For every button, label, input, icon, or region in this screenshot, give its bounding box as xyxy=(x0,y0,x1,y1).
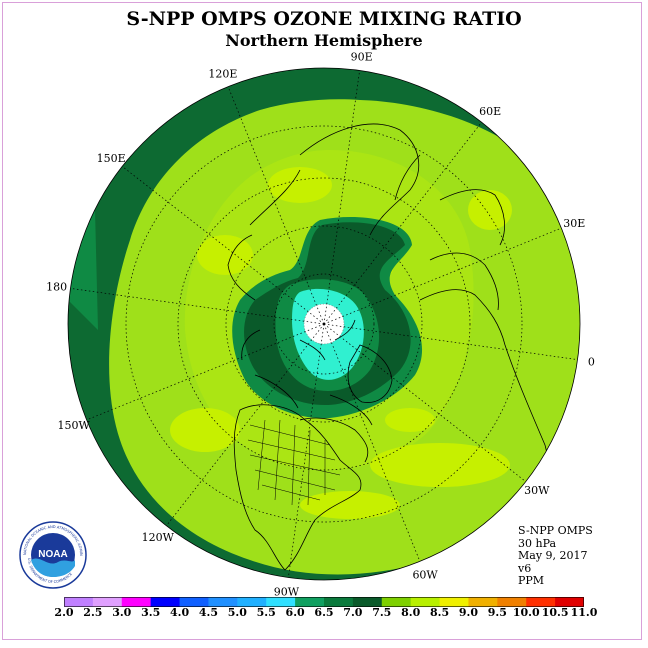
info-date: May 9, 2017 xyxy=(518,549,588,562)
meridian--180 xyxy=(70,288,325,325)
ozone-patch-2 xyxy=(197,235,253,275)
longitude-label-11: 120E xyxy=(208,68,237,81)
colorbar-label-16: 10.0 xyxy=(512,606,540,619)
figure-frame xyxy=(2,2,642,640)
meridian--150 xyxy=(86,323,325,421)
info-instrument: S-NPP OMPS xyxy=(518,524,593,537)
us-state-boundaries xyxy=(247,419,341,506)
colorbar-label-1: 2.5 xyxy=(83,606,103,619)
colorbar-swatch-16 xyxy=(526,597,556,607)
colorbar-label-12: 8.0 xyxy=(401,606,421,619)
info-version: v6 xyxy=(518,561,532,575)
colorbar-label-11: 7.5 xyxy=(372,606,392,619)
colorbar-label-17: 10.5 xyxy=(541,606,569,619)
map-title: S-NPP OMPS OZONE MIXING RATIO xyxy=(126,8,522,30)
ozone-edge-band xyxy=(68,210,98,330)
colorbar-swatch-0 xyxy=(64,597,94,607)
meridian-150 xyxy=(122,166,325,325)
colorbar-outline xyxy=(64,597,584,607)
meridian-60 xyxy=(323,122,482,325)
meridian--30 xyxy=(323,323,526,482)
colorbar-label-4: 4.0 xyxy=(169,606,190,619)
map-disk-outline xyxy=(67,67,581,581)
colorbar-swatch-9 xyxy=(324,597,354,607)
longitude-labels: 90E 60E 30E 0 30W 60W 90W 120W 150W 180 150E 120E xyxy=(46,51,595,599)
pole-stipple xyxy=(303,303,345,345)
longitude-label-10: 150E xyxy=(97,152,126,165)
ozone-patch-6 xyxy=(300,491,400,519)
colorbar-swatch-2 xyxy=(121,597,152,607)
longitude-label-0: 90E xyxy=(351,51,373,64)
longitude-label-7: 120W xyxy=(142,531,175,544)
colorbar-label-2: 3.0 xyxy=(112,606,132,619)
longitude-label-6: 90W xyxy=(274,585,300,598)
colorbar-swatch-5 xyxy=(208,597,238,607)
meridian--60 xyxy=(323,323,421,562)
colorbar-swatch-8 xyxy=(295,597,325,607)
longitude-label-2: 30E xyxy=(563,217,585,230)
ozone-patch-5 xyxy=(370,443,510,487)
colorbar-label-3: 3.5 xyxy=(141,606,161,619)
colorbar-swatch-6 xyxy=(237,597,267,607)
meridian-120 xyxy=(227,86,325,325)
meridian-30 xyxy=(323,227,562,325)
longitude-label-4: 30W xyxy=(524,484,550,497)
noaa-logo-text: NOAA xyxy=(38,549,67,560)
colorbar-label-8: 6.0 xyxy=(285,606,305,619)
colorbar-label-15: 9.5 xyxy=(487,606,507,619)
colorbar-label-5: 4.5 xyxy=(198,606,219,619)
noaa-logo-wave xyxy=(31,558,75,577)
colorbar-swatch-10 xyxy=(352,597,383,607)
colorbar-swatch-1 xyxy=(92,597,123,607)
colorbar-label-0: 2.0 xyxy=(54,606,74,619)
info-level: 30 hPa xyxy=(518,536,557,550)
meridian-lines xyxy=(70,70,578,578)
ozone-patch-3 xyxy=(170,408,240,452)
colorbar-swatch-13 xyxy=(439,597,469,607)
noaa-logo: NOAA NATIONAL OCEANIC AND ATMOSPHERIC AD… xyxy=(18,520,87,589)
ozone-patch-4 xyxy=(385,408,435,432)
longitude-label-8: 150W xyxy=(58,419,91,432)
colorbar-label-9: 6.5 xyxy=(314,606,334,619)
meridian-0 xyxy=(323,323,578,360)
meridian--120 xyxy=(166,323,325,526)
colorbar-swatch-17 xyxy=(555,597,584,607)
colorbar xyxy=(64,597,584,607)
colorbar-label-10: 7.0 xyxy=(343,606,363,619)
colorbar-labels: 2.0 2.5 3.0 3.5 4.0 4.5 5.0 5.5 6.0 6.5 7.0 7.5 8.0 8… xyxy=(0,606,648,622)
coastlines xyxy=(227,123,549,571)
colorbar-swatch-3 xyxy=(150,597,181,607)
longitude-label-9: 180 xyxy=(46,280,67,293)
info-block: S-NPP OMPS 30 hPa May 9, 2017 v6 PPM xyxy=(518,524,593,588)
latitude-circles xyxy=(125,125,523,523)
map-subtitle: Northern Hemisphere xyxy=(225,31,423,50)
colorbar-swatch-14 xyxy=(468,597,498,607)
colorbar-swatch-4 xyxy=(179,597,209,607)
colorbar-swatch-11 xyxy=(381,597,412,607)
info-units: PPM xyxy=(518,574,545,587)
colorbar-swatch-12 xyxy=(410,597,441,607)
ozone-patch-7 xyxy=(468,190,512,230)
meridian--90 xyxy=(288,323,325,578)
longitude-label-5: 60W xyxy=(412,568,438,581)
meridian-90 xyxy=(323,70,360,325)
colorbar-label-7: 5.5 xyxy=(256,606,276,619)
colorbar-label-18: 11.0 xyxy=(570,606,598,619)
longitude-label-3: 0 xyxy=(588,356,595,369)
colorbar-swatch-15 xyxy=(497,597,527,607)
ozone-patch-1 xyxy=(268,167,332,203)
colorbar-swatch-7 xyxy=(266,597,296,607)
colorbar-label-6: 5.0 xyxy=(227,606,247,619)
colorbar-label-13: 8.5 xyxy=(429,606,450,619)
colorbar-label-14: 9.0 xyxy=(458,606,479,619)
longitude-label-1: 60E xyxy=(479,105,501,118)
